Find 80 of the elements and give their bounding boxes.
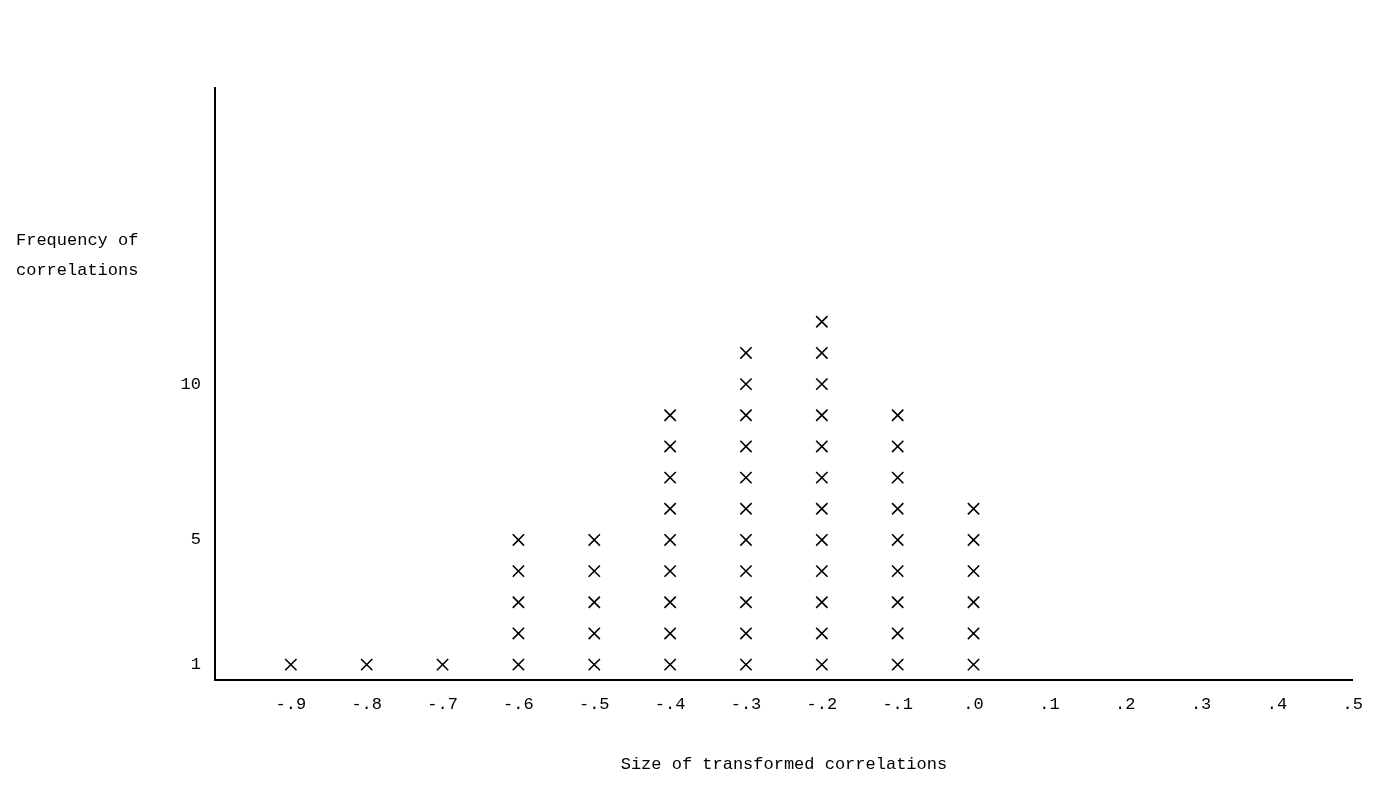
x-axis-title: Size of transformed correlations	[620, 755, 948, 775]
point	[891, 626, 905, 640]
point	[663, 533, 677, 547]
point	[663, 471, 677, 485]
x-tick-label: .3	[1190, 694, 1212, 714]
point	[739, 471, 753, 485]
point	[511, 658, 525, 672]
point	[891, 564, 905, 578]
point	[587, 595, 601, 609]
point	[967, 658, 980, 672]
point	[587, 658, 601, 672]
y-tick-label: 5	[190, 530, 201, 550]
point	[815, 346, 829, 360]
x-tick-label: -.6	[503, 694, 534, 714]
x-tick-label: -.3	[730, 694, 762, 714]
point	[815, 533, 829, 547]
point	[739, 533, 753, 547]
point	[663, 626, 677, 640]
point	[739, 595, 753, 609]
y-tick-label: 1	[190, 655, 201, 675]
point	[511, 533, 525, 547]
point	[739, 626, 753, 640]
x-tick-label: .0	[963, 694, 984, 714]
x-tick-label: -.8	[351, 694, 383, 714]
y-axis-title: Frequency of correlations	[16, 230, 139, 280]
point	[739, 346, 753, 360]
point	[511, 626, 525, 640]
point	[587, 533, 601, 547]
point	[360, 658, 374, 672]
point	[815, 377, 829, 391]
point	[891, 533, 905, 547]
x-tick-label: -.4	[654, 694, 686, 714]
point	[739, 408, 753, 422]
point	[815, 658, 829, 672]
x-tick-label: .4	[1266, 694, 1288, 714]
point	[663, 595, 677, 609]
x-tick-label: .5	[1342, 694, 1363, 714]
x-tick-label: -.5	[578, 694, 610, 714]
point	[436, 658, 450, 672]
x-tick-label: .2	[1115, 694, 1136, 714]
x-tick-label: -.1	[882, 694, 913, 714]
point	[891, 502, 905, 516]
point	[815, 564, 829, 578]
point	[891, 439, 905, 453]
point	[815, 595, 829, 609]
point	[587, 626, 601, 640]
point	[815, 502, 829, 516]
point	[511, 595, 525, 609]
x-tick-label: -.9	[275, 694, 307, 714]
point	[663, 658, 677, 672]
point	[891, 408, 905, 422]
point	[891, 658, 905, 672]
point	[663, 502, 677, 516]
point	[815, 315, 829, 329]
point	[587, 564, 601, 578]
point	[815, 439, 829, 453]
point	[815, 471, 829, 485]
point	[739, 502, 753, 516]
x-tick-label: -.2	[806, 694, 838, 714]
point	[967, 595, 980, 609]
y-tick-label: 10	[180, 374, 201, 394]
point	[739, 377, 753, 391]
point	[967, 626, 980, 640]
point	[739, 658, 753, 672]
x-tick-label: -.7	[427, 694, 458, 714]
x-tick-label: .1	[1039, 694, 1060, 714]
point	[663, 408, 677, 422]
point	[891, 471, 905, 485]
point	[284, 658, 298, 672]
point	[891, 595, 905, 609]
point	[663, 564, 677, 578]
point	[663, 439, 677, 453]
point	[967, 533, 980, 547]
point	[511, 564, 525, 578]
point	[967, 502, 980, 516]
point	[739, 564, 753, 578]
point	[739, 439, 753, 453]
point	[967, 564, 980, 578]
point	[815, 408, 829, 422]
point	[815, 626, 829, 640]
